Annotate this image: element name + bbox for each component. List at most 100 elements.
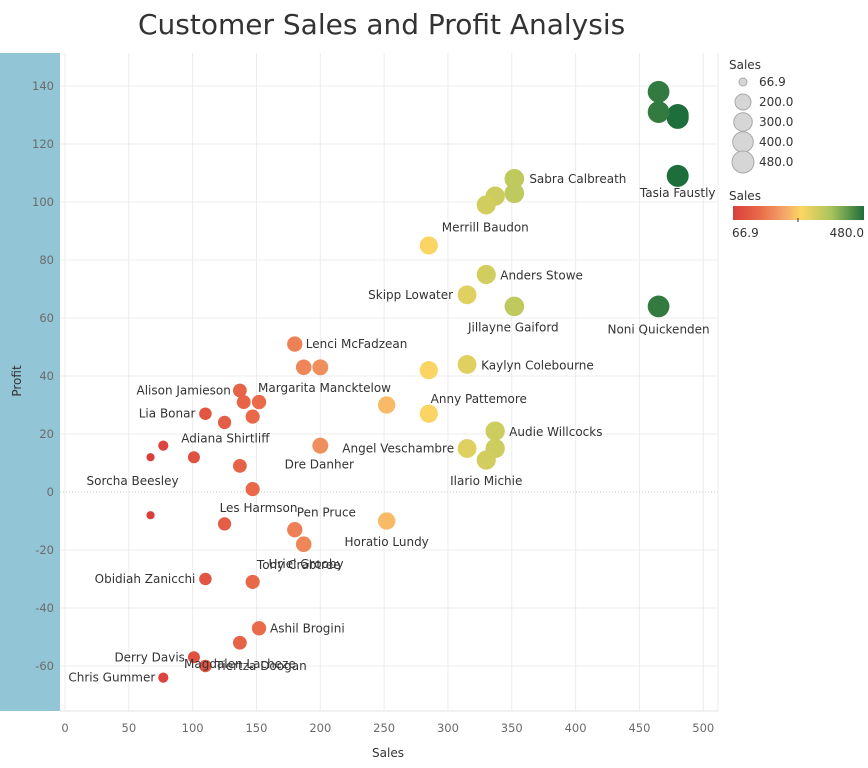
point-label: Adiana Shirtliff <box>181 432 270 446</box>
scatter-point[interactable] <box>419 236 438 255</box>
scatter-point[interactable] <box>158 440 169 451</box>
size-legend-label: 200.0 <box>759 95 793 109</box>
x-tick-label: 500 <box>692 721 714 735</box>
scatter-point[interactable] <box>217 415 232 430</box>
size-legend-circle <box>734 93 752 111</box>
y-tick-label: 80 <box>39 253 54 267</box>
x-tick-label: 400 <box>565 721 587 735</box>
color-legend-min: 66.9 <box>732 226 759 240</box>
size-legend-circle <box>738 77 748 87</box>
scatter-point[interactable] <box>217 517 232 531</box>
scatter-point[interactable] <box>476 264 496 285</box>
point-label: Anders Stowe <box>500 269 583 283</box>
point-label: Dre Danher <box>285 458 354 472</box>
scatter-point[interactable] <box>647 295 670 318</box>
point-label: Noni Quickenden <box>607 322 709 336</box>
chart-title: Customer Sales and Profit Analysis <box>138 8 626 41</box>
x-tick-label: 350 <box>501 721 523 735</box>
point-label: Les Harmson <box>220 501 298 515</box>
scatter-point[interactable] <box>504 296 525 317</box>
point-label: Sabra Calbreath <box>529 172 626 186</box>
scatter-point[interactable] <box>647 101 670 123</box>
scatter-point[interactable] <box>251 394 267 410</box>
scatter-point[interactable] <box>295 359 312 376</box>
point-label: Lia Bonar <box>139 407 196 421</box>
scatter-point[interactable] <box>245 409 260 424</box>
point-label: Angel Veschambre <box>342 442 454 456</box>
scatter-point[interactable] <box>312 437 329 454</box>
point-label: Tasia Faustly <box>639 186 716 200</box>
scatter-point[interactable] <box>287 522 303 538</box>
y-tick-label: 0 <box>47 485 54 499</box>
scatter-point[interactable] <box>647 80 670 103</box>
point-label: Derry Davis <box>114 650 184 664</box>
size-legend-label: 400.0 <box>759 135 793 149</box>
scatter-point[interactable] <box>232 383 247 398</box>
point-label: Skipp Lowater <box>368 288 453 302</box>
color-legend-max: 480.0 <box>830 226 864 240</box>
scatter-point[interactable] <box>377 396 396 414</box>
scatter-point[interactable] <box>187 451 200 464</box>
point-label: Horatio Lundy <box>345 535 429 549</box>
y-tick-label: 40 <box>39 369 54 383</box>
size-legend-label: 300.0 <box>759 115 793 129</box>
scatter-point[interactable] <box>666 164 689 187</box>
point-label: Audie Willcocks <box>509 425 602 439</box>
scatter-point[interactable] <box>251 621 267 636</box>
scatter-point[interactable] <box>457 285 477 305</box>
scatter-point[interactable] <box>236 395 251 410</box>
scatter-point[interactable] <box>187 651 200 664</box>
scatter-point[interactable] <box>504 183 525 204</box>
scatter-point[interactable] <box>419 404 438 423</box>
scatter-point[interactable] <box>232 635 247 650</box>
scatter-point[interactable] <box>287 336 303 352</box>
x-tick-label: 0 <box>61 721 68 735</box>
x-tick-label: 100 <box>182 721 204 735</box>
y-tick-label: -60 <box>35 659 54 673</box>
scatter-point[interactable] <box>485 421 505 441</box>
point-label: Pen Pruce <box>297 506 356 520</box>
size-legend-label: 66.9 <box>759 75 786 89</box>
scatter-point[interactable] <box>457 354 477 374</box>
x-tick-label: 450 <box>628 721 650 735</box>
y-tick-label: 60 <box>39 311 54 325</box>
point-label: Magdalen Lacheze <box>184 657 296 671</box>
scatter-point[interactable] <box>419 361 438 380</box>
scatter-point[interactable] <box>504 168 525 189</box>
x-axis-title: Sales <box>372 746 404 760</box>
scatter-point[interactable] <box>146 453 155 462</box>
x-tick-label: 200 <box>309 721 331 735</box>
point-label: Lenci McFadzean <box>306 337 408 351</box>
scatter-point[interactable] <box>476 195 496 215</box>
point-label: Merrill Baudon <box>442 221 529 235</box>
point-label: Jillayne Gaiford <box>467 320 559 334</box>
scatter-point[interactable] <box>312 359 329 376</box>
color-legend: Sales 66.9 480.0 <box>729 189 864 240</box>
scatter-point[interactable] <box>377 512 396 530</box>
y-tick-label: -20 <box>35 543 54 557</box>
point-label: Kaylyn Colebourne <box>481 358 594 372</box>
scatter-point[interactable] <box>245 574 260 589</box>
scatter-point[interactable] <box>245 482 260 497</box>
scatter-point[interactable] <box>295 536 312 552</box>
y-tick-label: 140 <box>32 79 54 93</box>
size-legend-title: Sales <box>729 58 761 72</box>
scatter-point[interactable] <box>232 459 247 473</box>
size-legend: Sales 66.9 200.0 300.0 400.0 480.0 <box>729 58 793 174</box>
point-label: Alison Jamieson <box>136 384 230 398</box>
scatter-point[interactable] <box>457 439 477 458</box>
point-label: Ashil Brogini <box>270 621 345 635</box>
point-label: Margarita Mancktelow <box>258 381 391 395</box>
scatter-point[interactable] <box>158 672 169 683</box>
scatter-point[interactable] <box>199 407 212 420</box>
size-legend-circle <box>731 150 755 174</box>
scatter-point[interactable] <box>199 659 212 673</box>
scatter-point[interactable] <box>146 511 155 520</box>
x-tick-label: 250 <box>373 721 395 735</box>
scatter-point[interactable] <box>476 450 496 470</box>
x-tick-label: 300 <box>437 721 459 735</box>
scatter-point[interactable] <box>666 106 689 129</box>
scatter-point[interactable] <box>199 572 212 586</box>
point-label: Anny Pattemore <box>431 392 527 406</box>
